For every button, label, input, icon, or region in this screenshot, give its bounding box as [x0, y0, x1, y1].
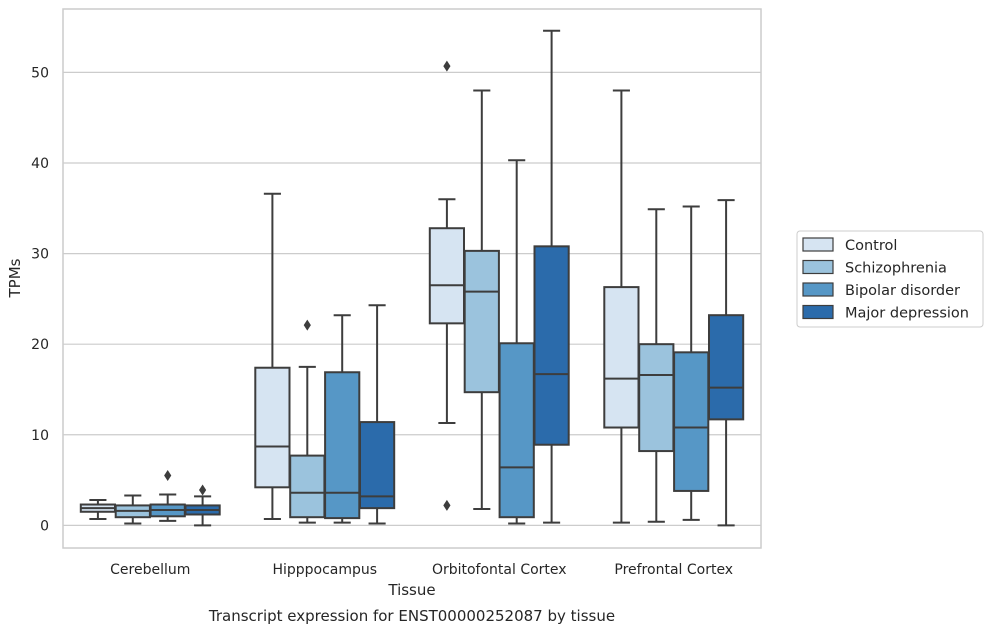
legend-swatch: [802, 304, 834, 320]
gridlines: [63, 71, 761, 526]
chart-title: Transcript expression for ENST0000025208…: [208, 607, 615, 625]
legend-swatch: [802, 237, 834, 252]
legend-swatch: [802, 259, 834, 275]
legend: Control Schizophrenia Bipolar disorder Majo…: [796, 230, 984, 328]
y-tick-label: 50: [31, 65, 49, 81]
box-group: [79, 498, 117, 521]
box-group: [114, 494, 151, 525]
box: [254, 366, 291, 489]
y-tick-label: 20: [31, 337, 49, 353]
legend-swatch: [802, 282, 834, 297]
box: [673, 351, 710, 492]
legend-label: Bipolar disorder: [845, 283, 960, 299]
box-group: [184, 484, 221, 527]
legend-label: Schizophrenia: [845, 261, 947, 277]
box: [289, 454, 326, 519]
outlier-point: [199, 484, 207, 496]
x-tick-label: Prefrontal Cortex: [614, 562, 733, 578]
boxes: [79, 29, 745, 527]
outlier-point: [443, 499, 451, 511]
legend-frame: [796, 230, 984, 328]
legend-label: Major depression: [845, 306, 969, 322]
box-group: [358, 304, 396, 525]
box-group: [428, 60, 466, 511]
box: [463, 249, 500, 394]
box: [707, 314, 745, 421]
y-axis-tick-labels: 0 10 20 30 40 50: [31, 65, 49, 534]
outlier-point: [443, 60, 451, 72]
box-group: [149, 470, 186, 522]
box: [324, 371, 361, 520]
y-tick-label: 40: [31, 156, 49, 172]
x-tick-label: Orbitofontal Cortex: [432, 562, 567, 578]
plot-area-frame: [62, 8, 762, 549]
box: [638, 343, 675, 453]
box-group: [324, 314, 361, 524]
y-tick-label: 0: [40, 518, 49, 534]
outlier-point: [164, 470, 172, 482]
box: [358, 421, 396, 510]
x-axis-label: Tissue: [387, 581, 435, 599]
box: [498, 342, 535, 519]
box-group: [533, 29, 570, 524]
y-tick-label: 30: [31, 247, 49, 263]
box: [603, 286, 640, 429]
x-tick-label: Cerebellum: [110, 562, 190, 578]
box-group: [673, 205, 710, 521]
y-axis-label: TPMs: [6, 258, 24, 298]
box-group: [254, 192, 291, 521]
box-group: [707, 199, 745, 527]
box-group: [498, 159, 535, 525]
x-axis-tick-labels: Cerebellum Hipppocampus Orbitofontal Corte…: [110, 562, 733, 578]
y-tick-label: 10: [31, 428, 49, 444]
box-group: [603, 89, 640, 524]
box-group: [463, 89, 500, 511]
x-tick-label: Hipppocampus: [272, 562, 377, 578]
outlier-point: [303, 319, 311, 331]
box-group: [638, 208, 675, 523]
box: [533, 245, 570, 446]
legend-label: Control: [845, 238, 897, 254]
box-group: [289, 319, 326, 524]
box: [428, 227, 466, 325]
